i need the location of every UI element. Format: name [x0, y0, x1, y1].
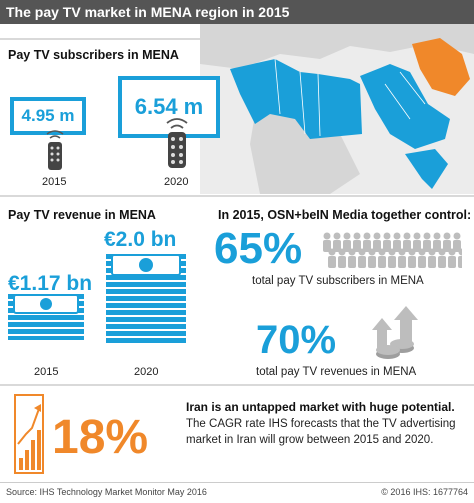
person-icon	[408, 248, 416, 256]
year-label: 2020	[164, 176, 189, 188]
iran-region	[412, 38, 470, 96]
control-heading: In 2015, OSN+beIN Media together control…	[218, 208, 472, 222]
person-icon	[388, 248, 396, 256]
person-icon	[423, 232, 431, 240]
person-icon	[358, 248, 366, 256]
subscribers-heading: Pay TV subscribers in MENA	[8, 48, 179, 62]
iran-text-line2: market in Iran will grow between 2015 an…	[186, 434, 434, 446]
person-icon	[378, 248, 386, 256]
person-icon	[368, 248, 376, 256]
subscribers-2020-value: 6.54 m	[134, 94, 204, 119]
north-africa-region	[230, 59, 362, 139]
person-icon	[328, 248, 336, 256]
page-title: The pay TV market in MENA region in 2015	[0, 0, 474, 24]
iran-text-line1: The CAGR rate IHS forecasts that the TV …	[186, 418, 456, 430]
remote-icon	[46, 130, 64, 170]
crowd-icon	[323, 232, 462, 268]
revenue-2020-value: €2.0 bn	[104, 228, 177, 251]
person-icon	[438, 248, 446, 256]
revenue-2015-value: €1.17 bn	[8, 272, 93, 295]
iran-cagr-value: 18%	[52, 411, 149, 464]
person-icon	[333, 232, 341, 240]
person-icon	[373, 232, 381, 240]
subs-share-label: total pay TV subscribers in MENA	[252, 275, 424, 287]
copyright-note: © 2016 IHS: 1677764	[381, 487, 468, 497]
growth-chart-icon	[14, 394, 44, 474]
tv-2020: 6.54 m	[118, 76, 220, 138]
year-label: 2020	[134, 366, 159, 378]
person-icon	[413, 232, 421, 240]
person-icon	[343, 232, 351, 240]
person-icon	[363, 232, 371, 240]
source-note: Source: IHS Technology Market Monitor Ma…	[6, 487, 207, 497]
person-icon	[433, 232, 441, 240]
divider	[0, 482, 474, 483]
rev-share-label: total pay TV revenues in MENA	[256, 366, 417, 378]
year-label: 2015	[34, 366, 59, 378]
person-icon	[353, 232, 361, 240]
coins-growth-icon	[372, 306, 418, 359]
person-icon	[403, 232, 411, 240]
person-icon	[443, 232, 451, 240]
tv-2015: 4.95 m	[10, 97, 86, 135]
somalia-region	[405, 149, 448, 189]
mena-map	[200, 24, 474, 194]
person-icon	[398, 248, 406, 256]
subs-share-value: 65%	[214, 224, 303, 273]
revenue-heading: Pay TV revenue in MENA	[8, 208, 156, 222]
money-stack-2015	[8, 294, 84, 340]
arabia-region	[360, 64, 450, 149]
money-stack-2020	[106, 254, 186, 343]
rev-share-value: 70%	[256, 318, 337, 362]
divider	[0, 38, 200, 40]
subscribers-2015-value: 4.95 m	[21, 106, 75, 125]
person-icon	[448, 248, 456, 256]
divider	[0, 384, 474, 386]
divider	[0, 195, 474, 197]
person-icon	[418, 248, 426, 256]
person-icon	[348, 248, 356, 256]
year-label: 2015	[42, 176, 67, 188]
person-icon	[458, 248, 462, 256]
person-icon	[453, 232, 461, 240]
remote-icon	[166, 118, 188, 168]
person-icon	[338, 248, 346, 256]
iran-headline: Iran is an untapped market with huge pot…	[186, 400, 455, 414]
person-icon	[428, 248, 436, 256]
person-icon	[323, 232, 331, 240]
person-icon	[383, 232, 391, 240]
person-icon	[393, 232, 401, 240]
